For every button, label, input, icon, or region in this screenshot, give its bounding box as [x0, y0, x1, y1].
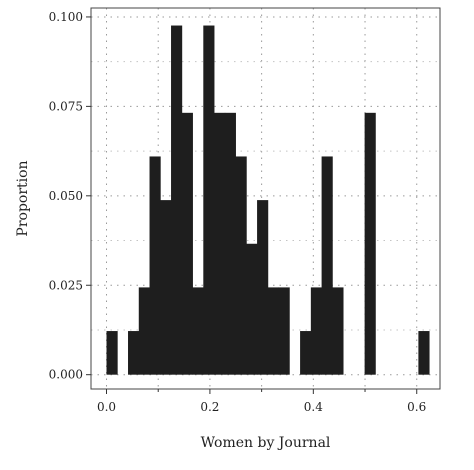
histogram-bar [171, 25, 183, 375]
plot-frame [90, 7, 441, 390]
x-tick-label: 0.0 [97, 400, 116, 414]
histogram-bar [246, 243, 258, 375]
x-tick-label: 0.6 [407, 400, 426, 414]
y-tick-label: 0.050 [49, 189, 83, 203]
histogram-bar [418, 331, 430, 375]
histogram-bar [149, 156, 161, 375]
y-tick-label: 0.025 [49, 278, 83, 292]
y-axis-title: Proportion [15, 160, 31, 236]
bars [106, 25, 430, 375]
histogram-bar [235, 156, 247, 375]
x-tick-label: 0.4 [304, 400, 323, 414]
histogram-bar [192, 287, 204, 375]
histogram-bar [300, 331, 312, 375]
histogram-bar [321, 156, 333, 375]
histogram-bar [364, 112, 376, 375]
tick-labels: 0.000 0.025 0.050 0.075 0.100 0.0 0.2 0.4 0.6 [49, 10, 427, 414]
tick-marks [86, 16, 418, 394]
histogram-bar [257, 200, 269, 375]
histogram-bar [138, 287, 150, 375]
histogram-bar [310, 287, 322, 375]
histogram-bar [106, 331, 118, 375]
x-tick-label: 0.2 [200, 400, 219, 414]
y-tick-label: 0.100 [49, 10, 83, 24]
histogram-bar [203, 25, 215, 375]
histogram-bar [224, 112, 236, 375]
y-tick-label: 0.075 [49, 99, 83, 113]
histogram-bar [160, 200, 172, 375]
histogram-bar [128, 331, 140, 375]
x-axis-title: Women by Journal [201, 435, 331, 451]
histogram-bar [278, 287, 290, 375]
histogram-bar [267, 287, 279, 375]
histogram-bar [181, 112, 193, 375]
y-tick-label: 0.000 [49, 368, 83, 382]
histogram-bar [332, 287, 344, 375]
histogram-bar [214, 112, 226, 375]
